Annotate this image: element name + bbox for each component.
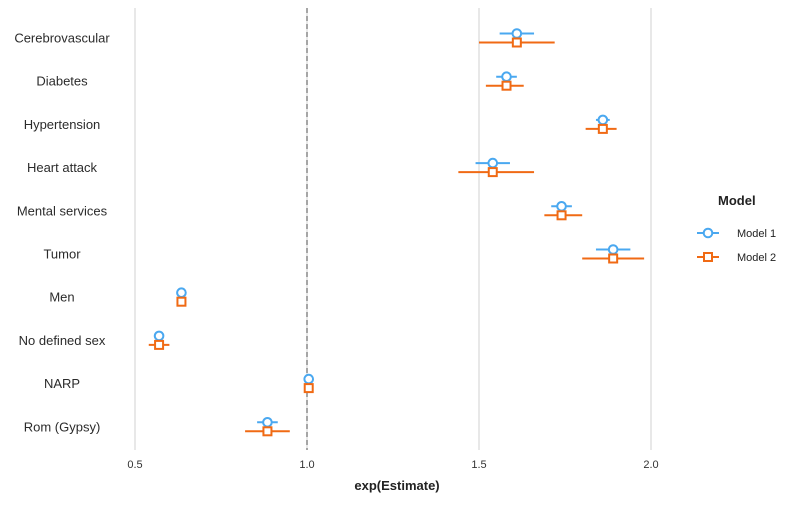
point-marker (608, 253, 619, 264)
legend-title: Model (718, 193, 756, 208)
point-marker (607, 244, 619, 255)
point-marker (597, 114, 609, 126)
category-label: Rom (Gypsy) (24, 419, 101, 434)
x-axis-ticks: 0.5 1.0 1.5 2.0 (127, 459, 658, 471)
point-marker (153, 330, 165, 342)
legend-label: Model 2 (737, 252, 776, 264)
point-marker (176, 287, 187, 299)
legend-key-marker (702, 227, 714, 239)
category-label: Tumor (43, 247, 81, 262)
category-label: Cerebrovascular (14, 31, 110, 46)
point-marker (487, 167, 498, 178)
point-marker (501, 80, 512, 91)
point-marker (154, 339, 165, 350)
y-axis-labels: Cerebrovascular Diabetes Hypertension Heart… (14, 31, 110, 435)
x-tick-label: 2.0 (643, 459, 658, 471)
point-marker (262, 426, 273, 437)
category-label: Hypertension (24, 117, 101, 132)
point-marker (501, 71, 512, 82)
category-label: NARP (44, 376, 80, 391)
category-label: Mental services (17, 203, 108, 218)
legend-label: Model 1 (737, 228, 776, 240)
legend-item: Model 1 (697, 227, 776, 240)
gridlines (134, 8, 652, 450)
category-label: Heart attack (27, 160, 98, 175)
point-marker (262, 417, 273, 428)
point-marker (511, 28, 523, 39)
point-marker (511, 37, 522, 48)
x-tick-label: 1.0 (299, 459, 314, 471)
category-label: Diabetes (36, 74, 88, 89)
series-model-2 (148, 37, 645, 437)
point-marker (487, 157, 499, 169)
point-marker (556, 210, 567, 221)
legend: Model Model 1 Model 2 (697, 193, 776, 264)
x-tick-label: 0.5 (127, 459, 142, 471)
point-marker (303, 383, 314, 394)
point-marker (597, 123, 608, 134)
series-model-1 (153, 28, 631, 428)
legend-item: Model 2 (697, 252, 776, 264)
category-label: No defined sex (19, 333, 106, 348)
category-label: Men (49, 290, 74, 305)
point-marker (176, 296, 187, 307)
point-marker (303, 373, 315, 385)
legend-key-marker (703, 252, 713, 262)
x-axis-title: exp(Estimate) (354, 478, 439, 493)
x-tick-label: 1.5 (471, 459, 486, 471)
point-marker (556, 201, 567, 212)
